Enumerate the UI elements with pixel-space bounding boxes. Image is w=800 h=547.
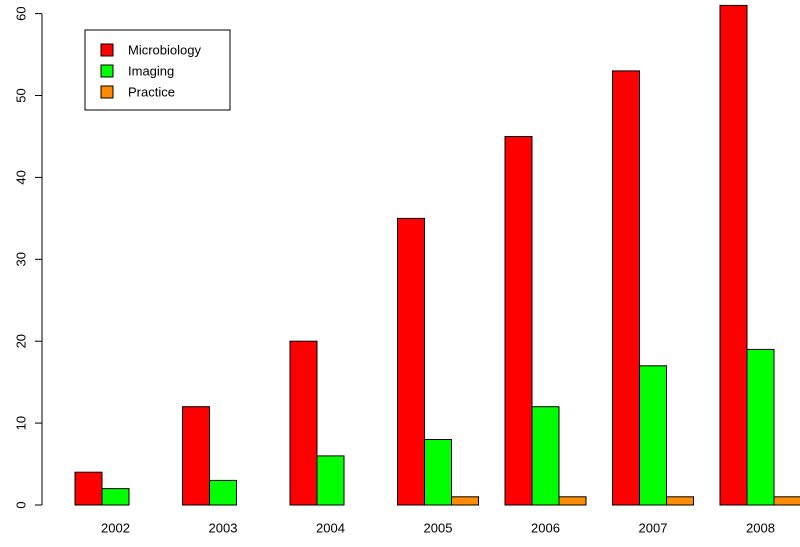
x-tick-label: 2005 — [424, 521, 453, 536]
bar-imaging-2003 — [209, 479, 237, 506]
legend-label-microbiology: Microbiology — [128, 43, 201, 58]
bar-microbiology-2006 — [504, 136, 533, 506]
x-tick-label: 2008 — [746, 521, 775, 536]
bar-microbiology-2003 — [182, 406, 210, 506]
bar-practice-2007 — [666, 496, 694, 506]
bar-practice-2008 — [773, 496, 800, 506]
legend: Microbiology Imaging Practice — [84, 29, 231, 111]
y-tick-label: 60 — [14, 6, 29, 20]
x-tick-label: 2002 — [101, 521, 130, 536]
bar-microbiology-2002 — [74, 471, 103, 506]
x-tick-label: 2004 — [316, 521, 345, 536]
legend-swatch-microbiology — [100, 43, 114, 57]
bar-imaging-2007 — [639, 365, 667, 506]
legend-label-practice: Practice — [128, 85, 175, 100]
y-tick-label: 40 — [14, 170, 29, 184]
x-tick-label: 2006 — [531, 521, 560, 536]
bar-imaging-2004 — [316, 455, 345, 506]
x-axis-labels: 2002 2003 2004 2005 2006 2007 2008 — [101, 521, 775, 536]
bar-microbiology-2007 — [612, 70, 640, 506]
y-axis: 0 10 20 30 40 50 60 — [14, 6, 43, 509]
x-tick-label: 2007 — [639, 521, 668, 536]
y-tick-label: 0 — [14, 501, 29, 508]
legend-swatch-imaging — [100, 64, 114, 78]
bar-imaging-2008 — [746, 348, 775, 506]
legend-swatch-practice — [100, 85, 114, 99]
bar-practice-2005 — [451, 496, 479, 506]
bar-imaging-2005 — [424, 439, 452, 506]
bars-group — [74, 4, 800, 506]
legend-label-imaging: Imaging — [128, 64, 174, 79]
y-tick-label: 50 — [14, 88, 29, 102]
bar-imaging-2002 — [101, 488, 130, 506]
y-tick-label: 20 — [14, 334, 29, 348]
bar-microbiology-2008 — [719, 4, 748, 506]
bar-imaging-2006 — [531, 406, 560, 506]
y-tick-label: 10 — [14, 416, 29, 430]
bar-microbiology-2005 — [397, 217, 425, 506]
bar-practice-2006 — [558, 496, 587, 506]
y-tick-label: 30 — [14, 252, 29, 266]
x-tick-label: 2003 — [209, 521, 238, 536]
bar-microbiology-2004 — [289, 340, 318, 506]
